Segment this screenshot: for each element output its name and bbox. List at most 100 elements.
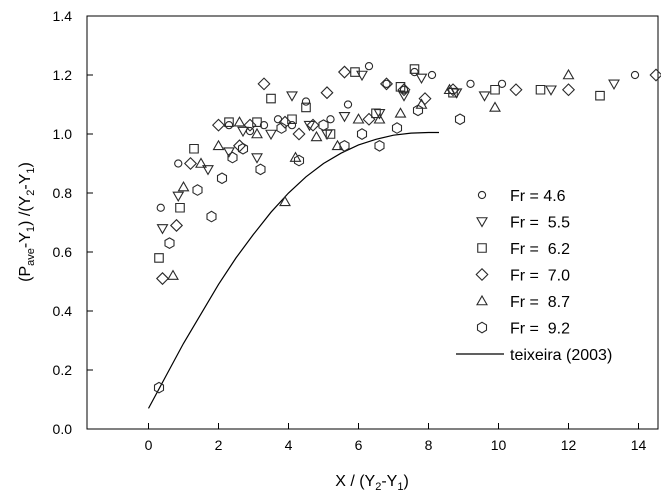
data-markers — [153, 62, 661, 394]
point-fr-4-6 — [156, 203, 165, 212]
point-fr-7-0 — [561, 83, 576, 97]
y-tick-label: 0.0 — [53, 421, 73, 437]
point-fr-4-6 — [497, 79, 507, 88]
point-fr-7-0 — [292, 127, 306, 141]
legend-marker — [476, 321, 488, 334]
point-fr-4-6 — [364, 62, 374, 71]
point-fr-7-0 — [169, 218, 184, 232]
point-fr-4-6 — [410, 67, 419, 77]
legend-label: Fr = 9.2 — [510, 321, 570, 338]
point-fr-6-2 — [252, 117, 262, 127]
legend-label: Fr = 7.0 — [510, 268, 570, 285]
point-fr-6-2 — [224, 117, 234, 127]
point-fr-6-2 — [189, 143, 199, 154]
point-fr-8-7 — [352, 113, 365, 124]
point-fr-7-0 — [337, 65, 352, 79]
point-fr-9-2 — [412, 104, 424, 117]
point-fr-9-2 — [374, 139, 385, 152]
point-fr-9-2 — [227, 151, 238, 164]
point-fr-8-7 — [373, 113, 386, 124]
point-fr-7-0 — [418, 92, 432, 106]
point-fr-7-0 — [306, 118, 320, 132]
point-fr-7-0 — [243, 118, 257, 132]
x-tick-label: 8 — [425, 437, 433, 453]
y-axis-title: (Pave-Y1) /(Y2-Y1) — [17, 162, 37, 282]
point-fr-5-5 — [237, 126, 249, 138]
legend-marker — [475, 267, 489, 282]
point-fr-6-2 — [325, 129, 336, 139]
point-fr-8-7 — [167, 269, 179, 280]
point-fr-7-0 — [278, 115, 292, 129]
point-fr-9-2 — [276, 122, 287, 134]
point-fr-9-2 — [237, 142, 249, 155]
point-fr-8-7 — [562, 68, 575, 80]
point-fr-5-5 — [338, 112, 351, 123]
point-fr-5-5 — [265, 129, 277, 141]
point-fr-9-2 — [192, 184, 203, 196]
point-fr-7-0 — [183, 156, 198, 171]
point-fr-9-2 — [318, 119, 329, 132]
point-fr-8-7 — [233, 116, 246, 127]
point-fr-5-5 — [398, 91, 410, 102]
point-fr-5-5 — [356, 70, 368, 82]
point-fr-6-2 — [595, 90, 605, 101]
point-fr-6-2 — [301, 102, 311, 113]
x-tick-label: 10 — [491, 437, 507, 453]
point-fr-6-2 — [154, 253, 164, 263]
point-fr-9-2 — [153, 381, 165, 394]
point-fr-4-6 — [287, 121, 297, 130]
y-tick-label: 1.2 — [53, 67, 73, 83]
point-fr-7-0 — [155, 272, 170, 286]
point-fr-5-5 — [156, 224, 169, 235]
point-fr-8-7 — [394, 107, 407, 118]
point-fr-6-2 — [287, 114, 297, 125]
x-tick-label: 12 — [561, 437, 577, 453]
point-fr-5-5 — [608, 79, 620, 90]
point-fr-7-0 — [320, 86, 334, 100]
point-fr-7-0 — [649, 68, 661, 82]
x-axis: 0 2 4 6 8 10 12 14 — [145, 423, 646, 453]
point-fr-5-5 — [251, 153, 263, 164]
point-fr-4-6 — [224, 121, 234, 130]
point-fr-6-2 — [175, 202, 185, 213]
legend: Fr = 4.6 Fr = 5.5 Fr = 6.2 Fr = 7.0 Fr = 8.7… — [456, 188, 612, 364]
point-fr-7-0 — [446, 83, 460, 97]
point-fr-9-2 — [293, 154, 305, 167]
point-fr-4-6 — [326, 115, 335, 124]
point-fr-9-2 — [391, 122, 403, 134]
point-fr-6-2 — [448, 87, 458, 98]
legend-marker — [476, 217, 488, 228]
point-fr-7-0 — [211, 118, 226, 132]
point-fr-4-6 — [399, 85, 409, 94]
point-fr-7-0 — [362, 112, 376, 126]
y-tick-label: 0.8 — [53, 185, 73, 201]
point-fr-4-6 — [382, 79, 391, 88]
x-tick-label: 2 — [215, 437, 223, 453]
point-fr-6-2 — [409, 64, 420, 74]
point-fr-5-5 — [172, 191, 185, 203]
y-tick-label: 1.4 — [53, 8, 73, 24]
point-fr-8-7 — [489, 101, 501, 112]
point-fr-6-2 — [371, 108, 381, 119]
legend-label: Fr = 6.2 — [510, 241, 570, 258]
point-fr-8-7 — [415, 98, 428, 109]
legend-label: Fr = 5.5 — [510, 215, 570, 232]
point-fr-4-6 — [301, 97, 311, 106]
point-fr-4-6 — [466, 79, 475, 88]
point-fr-8-7 — [443, 83, 456, 95]
point-fr-5-5 — [303, 120, 316, 132]
point-fr-7-0 — [379, 77, 394, 91]
y-tick-label: 1.0 — [53, 126, 73, 142]
point-fr-8-7 — [177, 180, 190, 192]
x-tick-label: 6 — [355, 437, 363, 453]
point-fr-6-2 — [266, 93, 276, 104]
point-fr-5-5 — [545, 85, 557, 96]
point-fr-5-5 — [415, 73, 428, 85]
point-fr-6-2 — [490, 84, 500, 95]
legend-marker — [476, 294, 488, 306]
point-fr-7-0 — [509, 83, 523, 97]
point-fr-4-6 — [174, 159, 183, 168]
x-tick-label: 4 — [285, 437, 293, 453]
point-fr-9-2 — [339, 139, 350, 152]
point-fr-6-2 — [395, 82, 406, 92]
